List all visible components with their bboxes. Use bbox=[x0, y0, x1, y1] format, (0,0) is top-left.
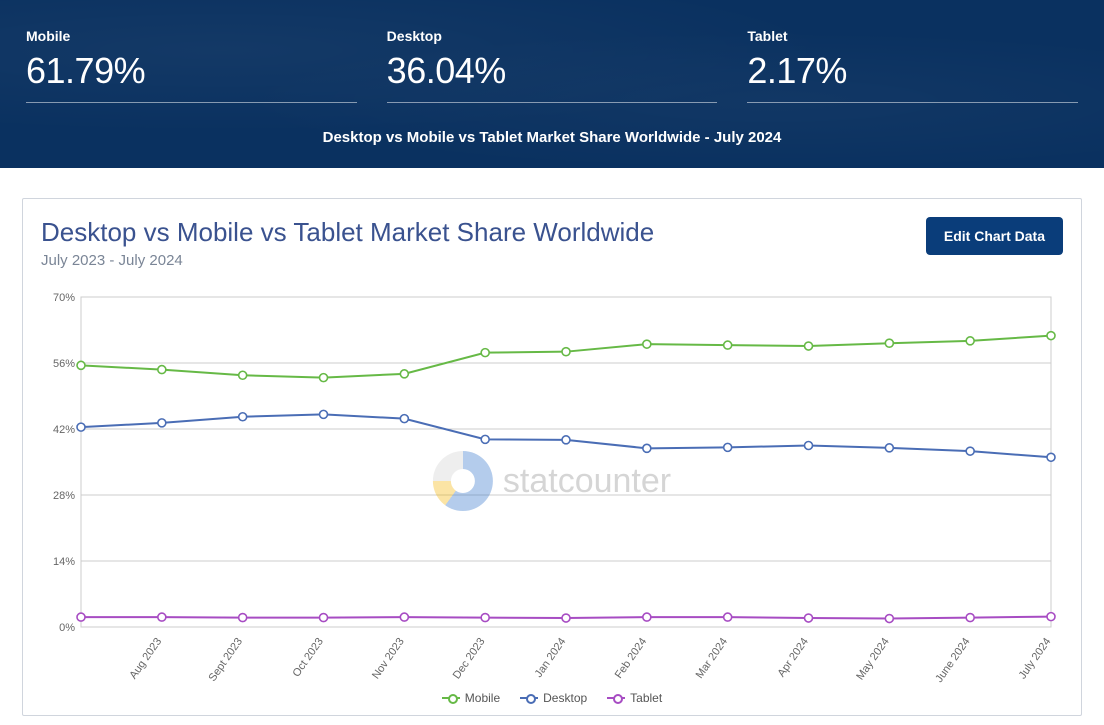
svg-text:Mar 2024: Mar 2024 bbox=[694, 636, 730, 681]
hero-title: Desktop vs Mobile vs Tablet Market Share… bbox=[26, 129, 1078, 146]
svg-text:56%: 56% bbox=[53, 358, 75, 370]
svg-text:70%: 70% bbox=[53, 292, 75, 304]
legend-swatch-icon bbox=[607, 697, 625, 699]
svg-text:Oct 2023: Oct 2023 bbox=[291, 636, 326, 679]
hero-stats-row: Mobile 61.79% Desktop 36.04% Tablet 2.17… bbox=[26, 28, 1078, 103]
legend-item-mobile[interactable]: Mobile bbox=[442, 691, 500, 705]
stat-label: Tablet bbox=[747, 28, 1068, 44]
legend-swatch-icon bbox=[442, 697, 460, 699]
chart-svg: 0% 14% 28% 42% 56% 70% Aug 2023 Sept 2023 Oct 20… bbox=[41, 287, 1061, 687]
chart-title: Desktop vs Mobile vs Tablet Market Share… bbox=[41, 217, 654, 248]
svg-text:42%: 42% bbox=[53, 424, 75, 436]
legend-label: Mobile bbox=[465, 691, 500, 705]
svg-text:Sept 2023: Sept 2023 bbox=[207, 636, 246, 684]
svg-text:May 2024: May 2024 bbox=[854, 636, 892, 682]
stat-value: 36.04% bbox=[387, 50, 708, 92]
svg-text:June 2024: June 2024 bbox=[933, 636, 972, 685]
svg-text:Jan 2024: Jan 2024 bbox=[533, 636, 569, 680]
stat-label: Desktop bbox=[387, 28, 708, 44]
svg-text:0%: 0% bbox=[59, 622, 75, 634]
chart-subtitle: July 2023 - July 2024 bbox=[41, 252, 654, 269]
svg-text:28%: 28% bbox=[53, 490, 75, 502]
edit-chart-data-button[interactable]: Edit Chart Data bbox=[926, 217, 1063, 255]
svg-text:Dec 2023: Dec 2023 bbox=[451, 636, 488, 681]
legend-swatch-icon bbox=[520, 697, 538, 699]
legend-item-tablet[interactable]: Tablet bbox=[607, 691, 662, 705]
svg-text:Nov 2023: Nov 2023 bbox=[370, 636, 407, 681]
chart-panel: Desktop vs Mobile vs Tablet Market Share… bbox=[22, 198, 1082, 716]
stat-value: 61.79% bbox=[26, 50, 347, 92]
stat-tablet: Tablet 2.17% bbox=[747, 28, 1078, 103]
legend-label: Desktop bbox=[543, 691, 587, 705]
stat-desktop: Desktop 36.04% bbox=[387, 28, 718, 103]
svg-text:July 2024: July 2024 bbox=[1017, 636, 1054, 681]
legend-item-desktop[interactable]: Desktop bbox=[520, 691, 587, 705]
svg-text:Feb 2024: Feb 2024 bbox=[613, 636, 649, 681]
svg-text:Apr 2024: Apr 2024 bbox=[776, 636, 811, 679]
hero-banner: Mobile 61.79% Desktop 36.04% Tablet 2.17… bbox=[0, 0, 1104, 168]
svg-text:Aug 2023: Aug 2023 bbox=[127, 636, 164, 681]
legend-label: Tablet bbox=[630, 691, 662, 705]
stat-mobile: Mobile 61.79% bbox=[26, 28, 357, 103]
stat-label: Mobile bbox=[26, 28, 347, 44]
chart-legend: Mobile Desktop Tablet bbox=[41, 691, 1063, 705]
stat-value: 2.17% bbox=[747, 50, 1068, 92]
line-chart: statcounter 0%14%28%42%56%70%Aug 2023Sep… bbox=[41, 287, 1063, 687]
svg-text:14%: 14% bbox=[53, 556, 75, 568]
